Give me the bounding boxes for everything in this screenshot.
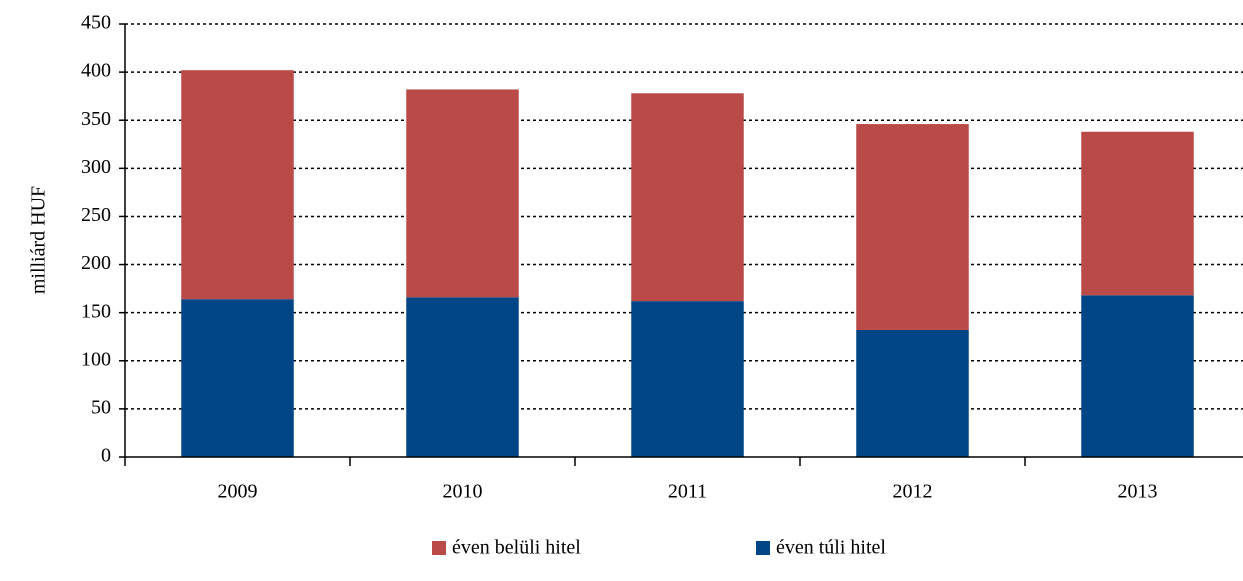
legend-label: éven túli hitel: [776, 537, 886, 559]
legend-label: éven belüli hitel: [452, 537, 581, 559]
y-tick-label: 250: [81, 204, 111, 226]
bar-segment: [856, 124, 969, 330]
y-tick-label: 150: [81, 300, 111, 322]
y-tick-label: 200: [81, 252, 111, 274]
y-tick-label: 100: [81, 348, 111, 370]
legend-swatch: [432, 541, 446, 555]
bar-segment: [631, 93, 744, 302]
bar-segment: [181, 70, 294, 300]
bar-segment: [856, 329, 969, 457]
x-tick-label: 2010: [443, 481, 483, 503]
bar-segment: [1081, 131, 1194, 296]
bar-segment: [181, 299, 294, 457]
y-tick-label: 300: [81, 156, 111, 178]
y-tick-label: 400: [81, 60, 111, 82]
y-tick-label: 0: [101, 445, 111, 467]
y-tick-label: 50: [91, 396, 111, 418]
x-tick-label: 2012: [893, 481, 933, 503]
y-axis-label: milliárd HUF: [28, 186, 50, 294]
y-tick-label: 450: [81, 12, 111, 34]
bar-segment: [406, 297, 519, 457]
bar-segment: [406, 89, 519, 298]
bar-segment: [631, 301, 744, 457]
bar-segment: [1081, 295, 1194, 457]
x-tick-label: 2011: [668, 481, 707, 503]
y-tick-label: 350: [81, 108, 111, 130]
legend-swatch: [756, 541, 770, 555]
x-tick-label: 2013: [1118, 481, 1158, 503]
x-tick-label: 2009: [218, 481, 258, 503]
